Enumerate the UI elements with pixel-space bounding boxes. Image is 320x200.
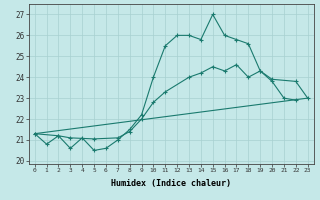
X-axis label: Humidex (Indice chaleur): Humidex (Indice chaleur) [111,179,231,188]
